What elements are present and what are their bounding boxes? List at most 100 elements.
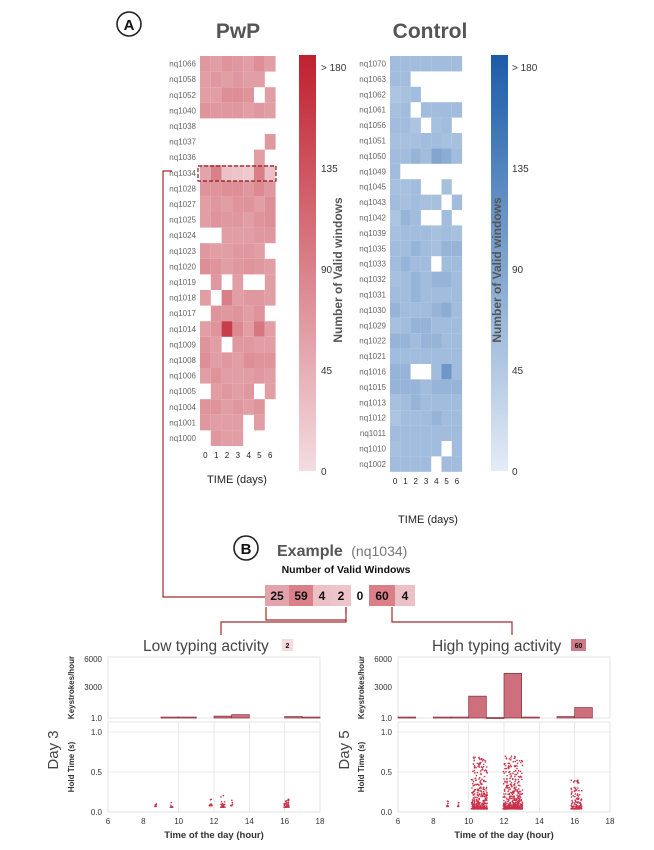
heat-cell bbox=[420, 225, 432, 241]
holdtime-point bbox=[479, 790, 481, 792]
heat-cell bbox=[221, 399, 233, 415]
row-label-nq1016: nq1016 bbox=[359, 367, 386, 376]
heat-cell bbox=[254, 305, 265, 322]
heat-cell bbox=[221, 352, 233, 368]
row-label-nq1018: nq1018 bbox=[169, 294, 196, 303]
holdtime-point bbox=[510, 755, 513, 757]
holdtime-point bbox=[521, 792, 524, 795]
holdtime-point bbox=[511, 777, 514, 780]
row-label-nq1049: nq1049 bbox=[359, 167, 386, 176]
heat-cell bbox=[254, 196, 265, 212]
row-label-nq1011: nq1011 bbox=[360, 429, 387, 438]
holdtime-point bbox=[517, 792, 519, 795]
holdtime-point bbox=[480, 807, 483, 810]
holdtime-point bbox=[222, 806, 225, 808]
colorbar-tick: 135 bbox=[321, 164, 338, 175]
holdtime-point bbox=[474, 788, 477, 791]
holdtime-point bbox=[484, 797, 487, 800]
holdtime-point bbox=[578, 807, 580, 810]
activity-bar bbox=[503, 672, 523, 719]
heat-cell bbox=[210, 305, 222, 322]
heat-cell bbox=[441, 379, 452, 395]
low-activity-plots: 6000 3000 1.0 Keystrokes/hour 1.0 0.5 0.0 Hold … bbox=[67, 655, 325, 841]
holdtime-point bbox=[507, 784, 510, 787]
holdtime-point bbox=[483, 795, 485, 797]
holdtime-point bbox=[221, 802, 224, 805]
heat-cell bbox=[400, 240, 411, 257]
low-day-label: Day 3 bbox=[45, 730, 62, 769]
holdtime-point bbox=[474, 783, 477, 786]
heat-cell bbox=[390, 441, 401, 457]
holdtime-point bbox=[574, 790, 576, 793]
holdtime-point bbox=[570, 788, 573, 791]
holdtime-point bbox=[571, 791, 573, 793]
holdtime-point bbox=[519, 761, 522, 764]
heat-cell bbox=[431, 102, 442, 118]
row-label-nq1056: nq1056 bbox=[359, 121, 386, 130]
holdtime-point bbox=[509, 804, 512, 806]
xtick-14: 14 bbox=[245, 817, 254, 826]
holdtime-point bbox=[503, 763, 506, 765]
row-label-nq1028: nq1028 bbox=[169, 184, 196, 193]
holdtime-point bbox=[482, 807, 485, 810]
xtick-6: 6 bbox=[106, 817, 111, 826]
holdtime-point bbox=[507, 790, 509, 793]
heat-cell bbox=[420, 133, 432, 149]
holdtime-point bbox=[471, 770, 474, 773]
heat-cell bbox=[390, 425, 401, 441]
row-label-nq1009: nq1009 bbox=[169, 340, 196, 349]
holdtime-point bbox=[576, 801, 578, 803]
heat-cell bbox=[254, 414, 265, 431]
holdtime-point bbox=[517, 795, 520, 797]
low-badge: 2 bbox=[286, 643, 290, 650]
xtick-16: 16 bbox=[280, 817, 289, 826]
holdtime-point bbox=[511, 792, 513, 794]
xtick-18: 18 bbox=[606, 817, 615, 826]
strip-value: 4 bbox=[319, 589, 326, 603]
heat-cell bbox=[451, 333, 463, 349]
holdtime-point bbox=[473, 757, 475, 760]
holdtime-point bbox=[512, 801, 515, 804]
heat-cell bbox=[400, 256, 411, 272]
holdtime-point bbox=[575, 807, 578, 810]
control-xlabel: TIME (days) bbox=[398, 514, 458, 526]
holdtime-point bbox=[573, 795, 576, 798]
heat-cell bbox=[410, 394, 421, 411]
scatter-ylabel: Hold Time (s) bbox=[67, 741, 76, 792]
holdtime-point bbox=[578, 797, 580, 800]
holdtime-point bbox=[516, 767, 518, 770]
heat-cell bbox=[221, 368, 233, 384]
scatter-ytick: 1.0 bbox=[91, 728, 103, 737]
xtick-12: 12 bbox=[210, 817, 219, 826]
strip-cell bbox=[265, 585, 289, 606]
panel-b-marker: B bbox=[233, 535, 259, 561]
xlabel: Time of the day (hour) bbox=[454, 830, 554, 841]
heat-cell bbox=[441, 317, 452, 334]
heat-cell bbox=[400, 271, 411, 287]
holdtime-point bbox=[512, 772, 514, 775]
holdtime-point bbox=[577, 795, 580, 797]
holdtime-point bbox=[509, 806, 512, 809]
holdtime-point bbox=[505, 786, 508, 788]
holdtime-point bbox=[505, 770, 507, 773]
day-tick-1: 1 bbox=[214, 451, 219, 460]
strip-cell bbox=[313, 585, 331, 606]
holdtime-point bbox=[508, 786, 511, 789]
heat-cell bbox=[232, 352, 244, 368]
holdtime-point bbox=[515, 773, 518, 776]
heat-cell bbox=[400, 179, 411, 195]
colorbar-tick: 45 bbox=[512, 366, 524, 377]
day-tick-5: 5 bbox=[444, 477, 449, 486]
heat-cell bbox=[431, 271, 442, 287]
heat-cell bbox=[390, 102, 401, 118]
activity-bar bbox=[574, 707, 593, 719]
holdtime-point bbox=[576, 794, 579, 796]
heat-cell bbox=[210, 243, 222, 259]
holdtime-point bbox=[576, 797, 578, 800]
holdtime-point bbox=[513, 770, 515, 773]
heat-cell bbox=[400, 410, 411, 426]
heat-cell bbox=[232, 274, 244, 290]
heat-cell bbox=[200, 290, 211, 306]
heat-cell bbox=[400, 302, 411, 318]
heat-cell bbox=[441, 225, 452, 241]
